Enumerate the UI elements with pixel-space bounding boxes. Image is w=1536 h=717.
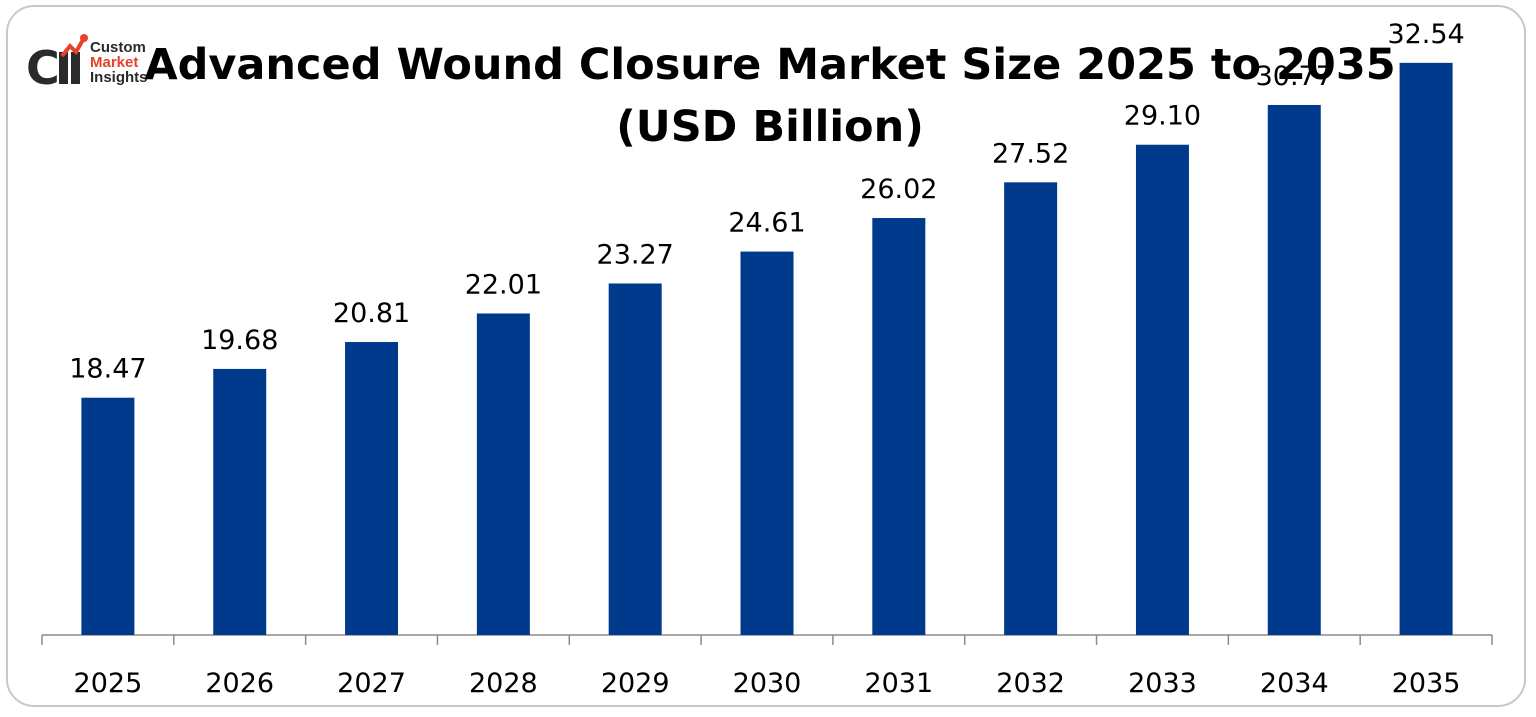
data-label-2030: 24.61 — [728, 208, 805, 239]
x-tick-label-2033: 2033 — [1128, 668, 1197, 699]
chart-title-line-2: (USD Billion) — [616, 102, 924, 152]
x-tick-label-2035: 2035 — [1392, 668, 1461, 699]
bar-2029 — [608, 283, 662, 635]
svg-text:C: C — [26, 41, 60, 92]
logo-line-market: Market — [90, 54, 139, 71]
data-label-2033: 29.10 — [1124, 101, 1201, 132]
data-label-2034: 30.77 — [1256, 61, 1333, 92]
x-tick-label-2032: 2032 — [996, 668, 1065, 699]
bar-2026 — [213, 368, 267, 635]
x-tick-label-2028: 2028 — [469, 668, 538, 699]
x-tick-label-2030: 2030 — [733, 668, 802, 699]
x-tick-label-2029: 2029 — [601, 668, 670, 699]
x-tick-label-2026: 2026 — [205, 668, 274, 699]
logo-wordmark: Custom Market Insights — [90, 40, 148, 85]
bar-2034 — [1267, 104, 1321, 635]
cmi-logo-icon: C — [26, 34, 88, 92]
bar-2025 — [81, 397, 135, 635]
x-tick-label-2031: 2031 — [864, 668, 933, 699]
data-label-2025: 18.47 — [69, 354, 146, 385]
data-label-2026: 19.68 — [201, 325, 278, 356]
data-label-2032: 27.52 — [992, 138, 1069, 169]
x-tick-label-2027: 2027 — [337, 668, 406, 699]
bar-2032 — [1004, 182, 1058, 635]
x-tick-label-2025: 2025 — [74, 668, 143, 699]
brand-logo: C Custom Market Insights — [26, 32, 166, 92]
data-label-2027: 20.81 — [333, 298, 410, 329]
bar-2035 — [1399, 62, 1453, 635]
logo-line-insights: Insights — [90, 69, 148, 86]
bar-2033 — [1135, 144, 1189, 635]
bar-2028 — [476, 313, 530, 635]
bar-2031 — [872, 218, 926, 636]
bar-2030 — [740, 251, 794, 635]
data-label-2031: 26.02 — [860, 174, 937, 205]
bar-2027 — [345, 342, 399, 635]
data-label-2029: 23.27 — [597, 239, 674, 270]
data-label-2028: 22.01 — [465, 269, 542, 300]
logo-line-custom: Custom — [90, 39, 146, 56]
data-label-2035: 32.54 — [1387, 19, 1464, 50]
chart-title: Advanced Wound Closure Market Size 2025 … — [140, 34, 1400, 158]
x-tick-label-2034: 2034 — [1260, 668, 1329, 699]
chart-title-line-1: Advanced Wound Closure Market Size 2025 … — [144, 40, 1396, 90]
